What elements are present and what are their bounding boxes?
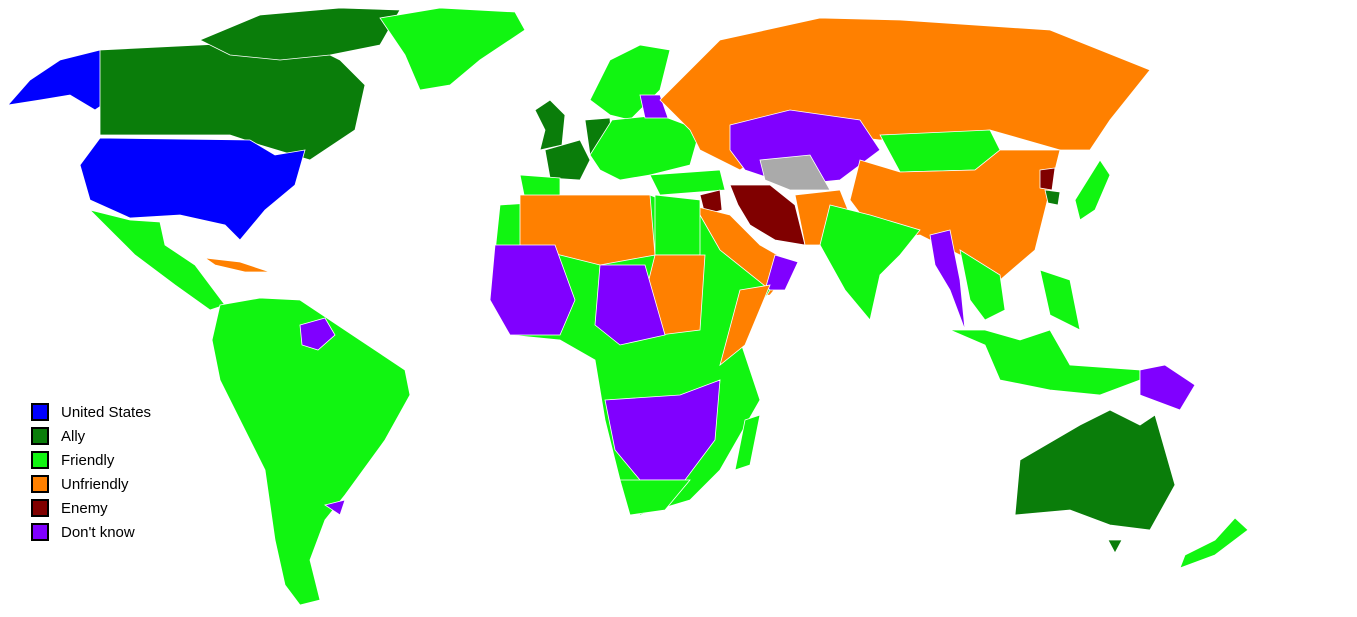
region-central-africa xyxy=(594,264,666,346)
region-greenland xyxy=(379,7,526,91)
legend-label: Ally xyxy=(61,427,86,445)
region-france xyxy=(544,139,591,181)
region-southeast-asia xyxy=(959,249,1006,321)
region-usa xyxy=(79,137,306,241)
legend-item-ally: Ally xyxy=(31,424,151,448)
legend-item-friendly: Friendly xyxy=(31,448,151,472)
region-canada-islands xyxy=(199,7,401,61)
region-uk xyxy=(534,99,566,151)
legend-label: Enemy xyxy=(61,499,108,517)
legend-label: United States xyxy=(61,403,152,421)
legend-label: Unfriendly xyxy=(61,475,129,493)
region-japan xyxy=(1074,159,1111,221)
region-north-korea xyxy=(1039,167,1056,191)
region-west-africa xyxy=(489,244,576,336)
region-europe xyxy=(589,114,701,181)
region-central-asia xyxy=(759,154,831,191)
region-somalia xyxy=(719,284,771,367)
region-egypt xyxy=(654,194,701,256)
region-india xyxy=(819,204,921,321)
region-yemen-oman xyxy=(764,254,799,291)
region-cuba xyxy=(204,257,271,273)
region-mexico-central-america xyxy=(88,209,226,311)
legend-label: Don't know xyxy=(61,523,135,541)
legend-swatch xyxy=(31,403,49,421)
region-guyana-suriname xyxy=(299,317,336,351)
region-tasmania xyxy=(1107,539,1123,554)
region-iran xyxy=(729,184,806,246)
legend-swatch xyxy=(31,475,49,493)
map-legend: United States Ally Friendly Unfriendly E… xyxy=(31,400,151,544)
region-south-korea xyxy=(1044,189,1061,206)
region-southern-africa xyxy=(604,379,721,481)
legend-item-enemy: Enemy xyxy=(31,496,151,520)
region-uruguay xyxy=(324,499,346,516)
region-turkey xyxy=(649,169,726,196)
legend-swatch xyxy=(31,499,49,517)
region-south-africa xyxy=(619,479,691,516)
region-madagascar xyxy=(734,414,761,471)
legend-item-dont-know: Don't know xyxy=(31,520,151,544)
legend-swatch xyxy=(31,523,49,541)
region-indonesia xyxy=(949,329,1141,396)
region-philippines xyxy=(1039,269,1081,331)
legend-swatch xyxy=(31,451,49,469)
legend-swatch xyxy=(31,427,49,445)
region-australia xyxy=(1014,409,1176,531)
region-south-america xyxy=(211,297,411,606)
region-scandinavia xyxy=(589,44,671,121)
region-new-zealand xyxy=(1179,517,1249,569)
legend-item-unfriendly: Unfriendly xyxy=(31,472,151,496)
legend-label: Friendly xyxy=(61,451,115,469)
legend-item-united-states: United States xyxy=(31,400,151,424)
region-papua-new-guinea xyxy=(1139,364,1196,411)
